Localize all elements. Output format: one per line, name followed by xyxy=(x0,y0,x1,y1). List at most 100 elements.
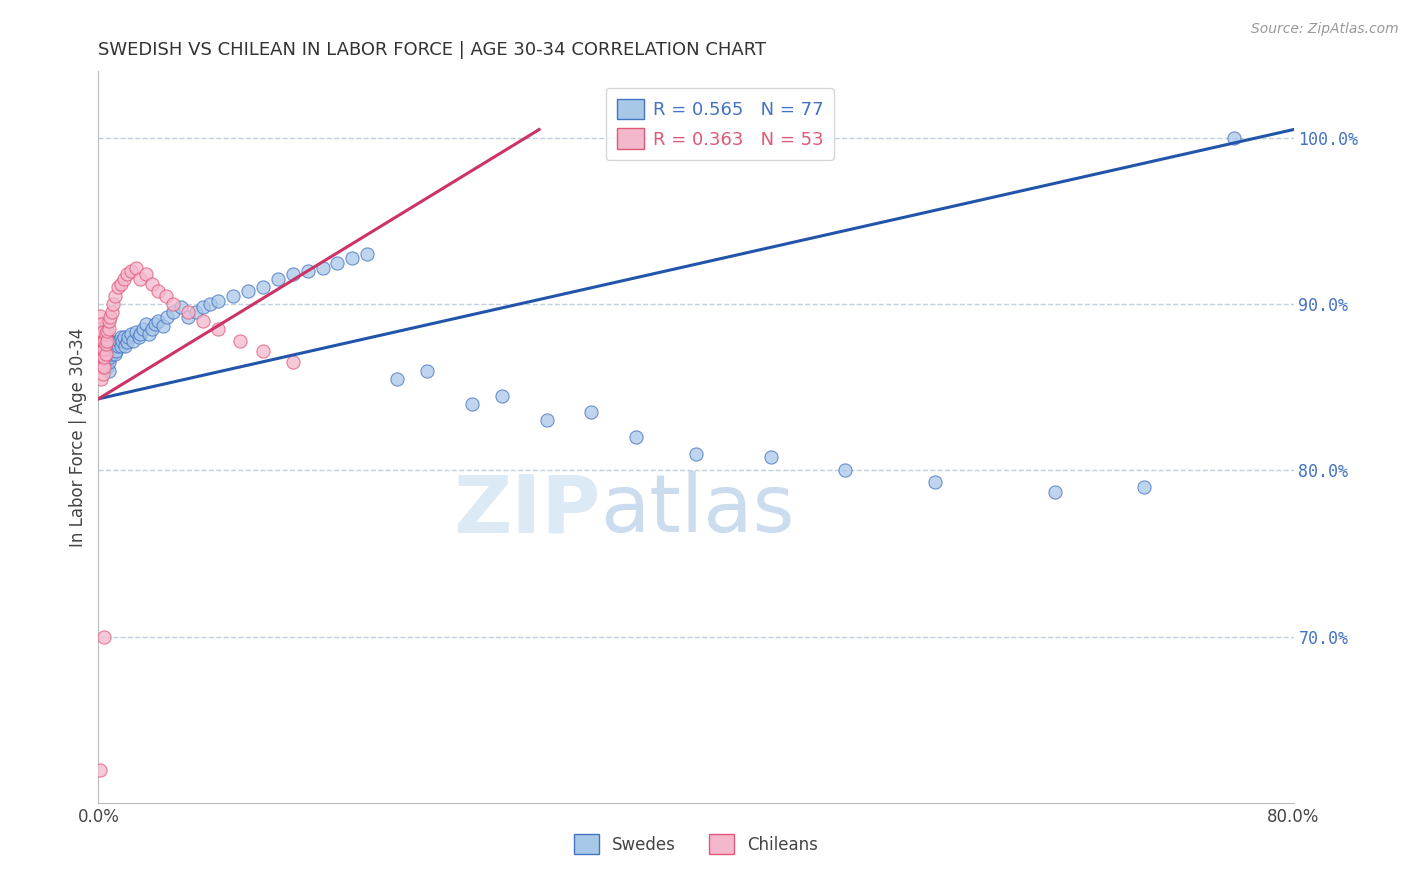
Point xyxy=(105,343,128,358)
Point xyxy=(416,363,439,377)
Point xyxy=(100,351,122,365)
Point xyxy=(297,264,319,278)
Point xyxy=(143,317,166,331)
Point xyxy=(326,255,349,269)
Point xyxy=(96,334,118,348)
Point xyxy=(110,277,132,292)
Point xyxy=(93,351,115,365)
Point xyxy=(156,310,179,325)
Point xyxy=(114,339,136,353)
Point xyxy=(138,326,160,341)
Point xyxy=(267,272,290,286)
Point xyxy=(129,272,152,286)
Point xyxy=(108,334,131,348)
Point xyxy=(90,317,112,331)
Point xyxy=(94,347,117,361)
Point xyxy=(97,363,120,377)
Point xyxy=(120,264,142,278)
Point xyxy=(93,360,115,375)
Point xyxy=(91,351,114,365)
Point xyxy=(103,343,125,358)
Text: atlas: atlas xyxy=(600,471,794,549)
Point xyxy=(132,322,155,336)
Point xyxy=(129,326,152,341)
Point xyxy=(461,397,484,411)
Point xyxy=(342,251,364,265)
Point xyxy=(222,289,245,303)
Point xyxy=(759,450,782,464)
Text: SWEDISH VS CHILEAN IN LABOR FORCE | AGE 30-34 CORRELATION CHART: SWEDISH VS CHILEAN IN LABOR FORCE | AGE … xyxy=(98,41,766,59)
Point xyxy=(91,359,114,373)
Point xyxy=(93,339,115,353)
Point xyxy=(89,326,111,340)
Point xyxy=(1133,480,1156,494)
Point xyxy=(356,247,378,261)
Point xyxy=(115,267,138,281)
Point xyxy=(100,310,122,325)
Point xyxy=(94,339,117,353)
Point xyxy=(162,305,184,319)
Point xyxy=(152,318,174,333)
Point xyxy=(121,334,143,348)
Point xyxy=(89,763,111,777)
Point xyxy=(91,342,114,356)
Point xyxy=(104,347,127,361)
Point xyxy=(125,326,148,340)
Point xyxy=(100,342,122,356)
Point xyxy=(89,309,111,323)
Point xyxy=(135,317,157,331)
Point xyxy=(281,267,304,281)
Point xyxy=(94,326,117,341)
Point xyxy=(924,475,946,489)
Point xyxy=(91,367,114,381)
Point xyxy=(120,326,142,341)
Point xyxy=(91,326,114,340)
Point xyxy=(177,310,200,325)
Point xyxy=(110,330,132,344)
Point xyxy=(177,305,200,319)
Point xyxy=(94,355,117,369)
Point xyxy=(104,289,127,303)
Point xyxy=(110,339,132,353)
Point xyxy=(97,322,120,336)
Point xyxy=(207,293,229,308)
Point xyxy=(97,355,120,369)
Point xyxy=(536,413,558,427)
Text: ZIP: ZIP xyxy=(453,471,600,549)
Point xyxy=(1043,485,1066,500)
Point xyxy=(491,388,513,402)
Point xyxy=(90,372,112,386)
Text: Source: ZipAtlas.com: Source: ZipAtlas.com xyxy=(1251,22,1399,37)
Point xyxy=(252,343,274,358)
Point xyxy=(91,322,114,336)
Point xyxy=(115,335,138,350)
Y-axis label: In Labor Force | Age 30-34: In Labor Force | Age 30-34 xyxy=(69,327,87,547)
Point xyxy=(236,284,259,298)
Point xyxy=(128,330,150,344)
Point xyxy=(101,305,124,319)
Point xyxy=(91,330,114,344)
Point xyxy=(96,360,118,375)
Point xyxy=(89,334,111,348)
Point xyxy=(91,334,114,348)
Point xyxy=(89,317,111,331)
Point xyxy=(112,330,135,344)
Point xyxy=(105,335,128,350)
Point xyxy=(97,314,120,328)
Point xyxy=(1223,131,1246,145)
Point xyxy=(107,339,129,353)
Point xyxy=(626,430,648,444)
Point xyxy=(101,347,124,361)
Point xyxy=(112,272,135,286)
Point xyxy=(96,351,118,365)
Point xyxy=(184,305,207,319)
Point xyxy=(93,630,115,644)
Point xyxy=(107,280,129,294)
Point xyxy=(90,326,112,340)
Point xyxy=(104,339,127,353)
Point xyxy=(93,334,115,348)
Point xyxy=(191,301,214,315)
Point xyxy=(685,447,707,461)
Point xyxy=(90,351,112,365)
Point xyxy=(581,405,603,419)
